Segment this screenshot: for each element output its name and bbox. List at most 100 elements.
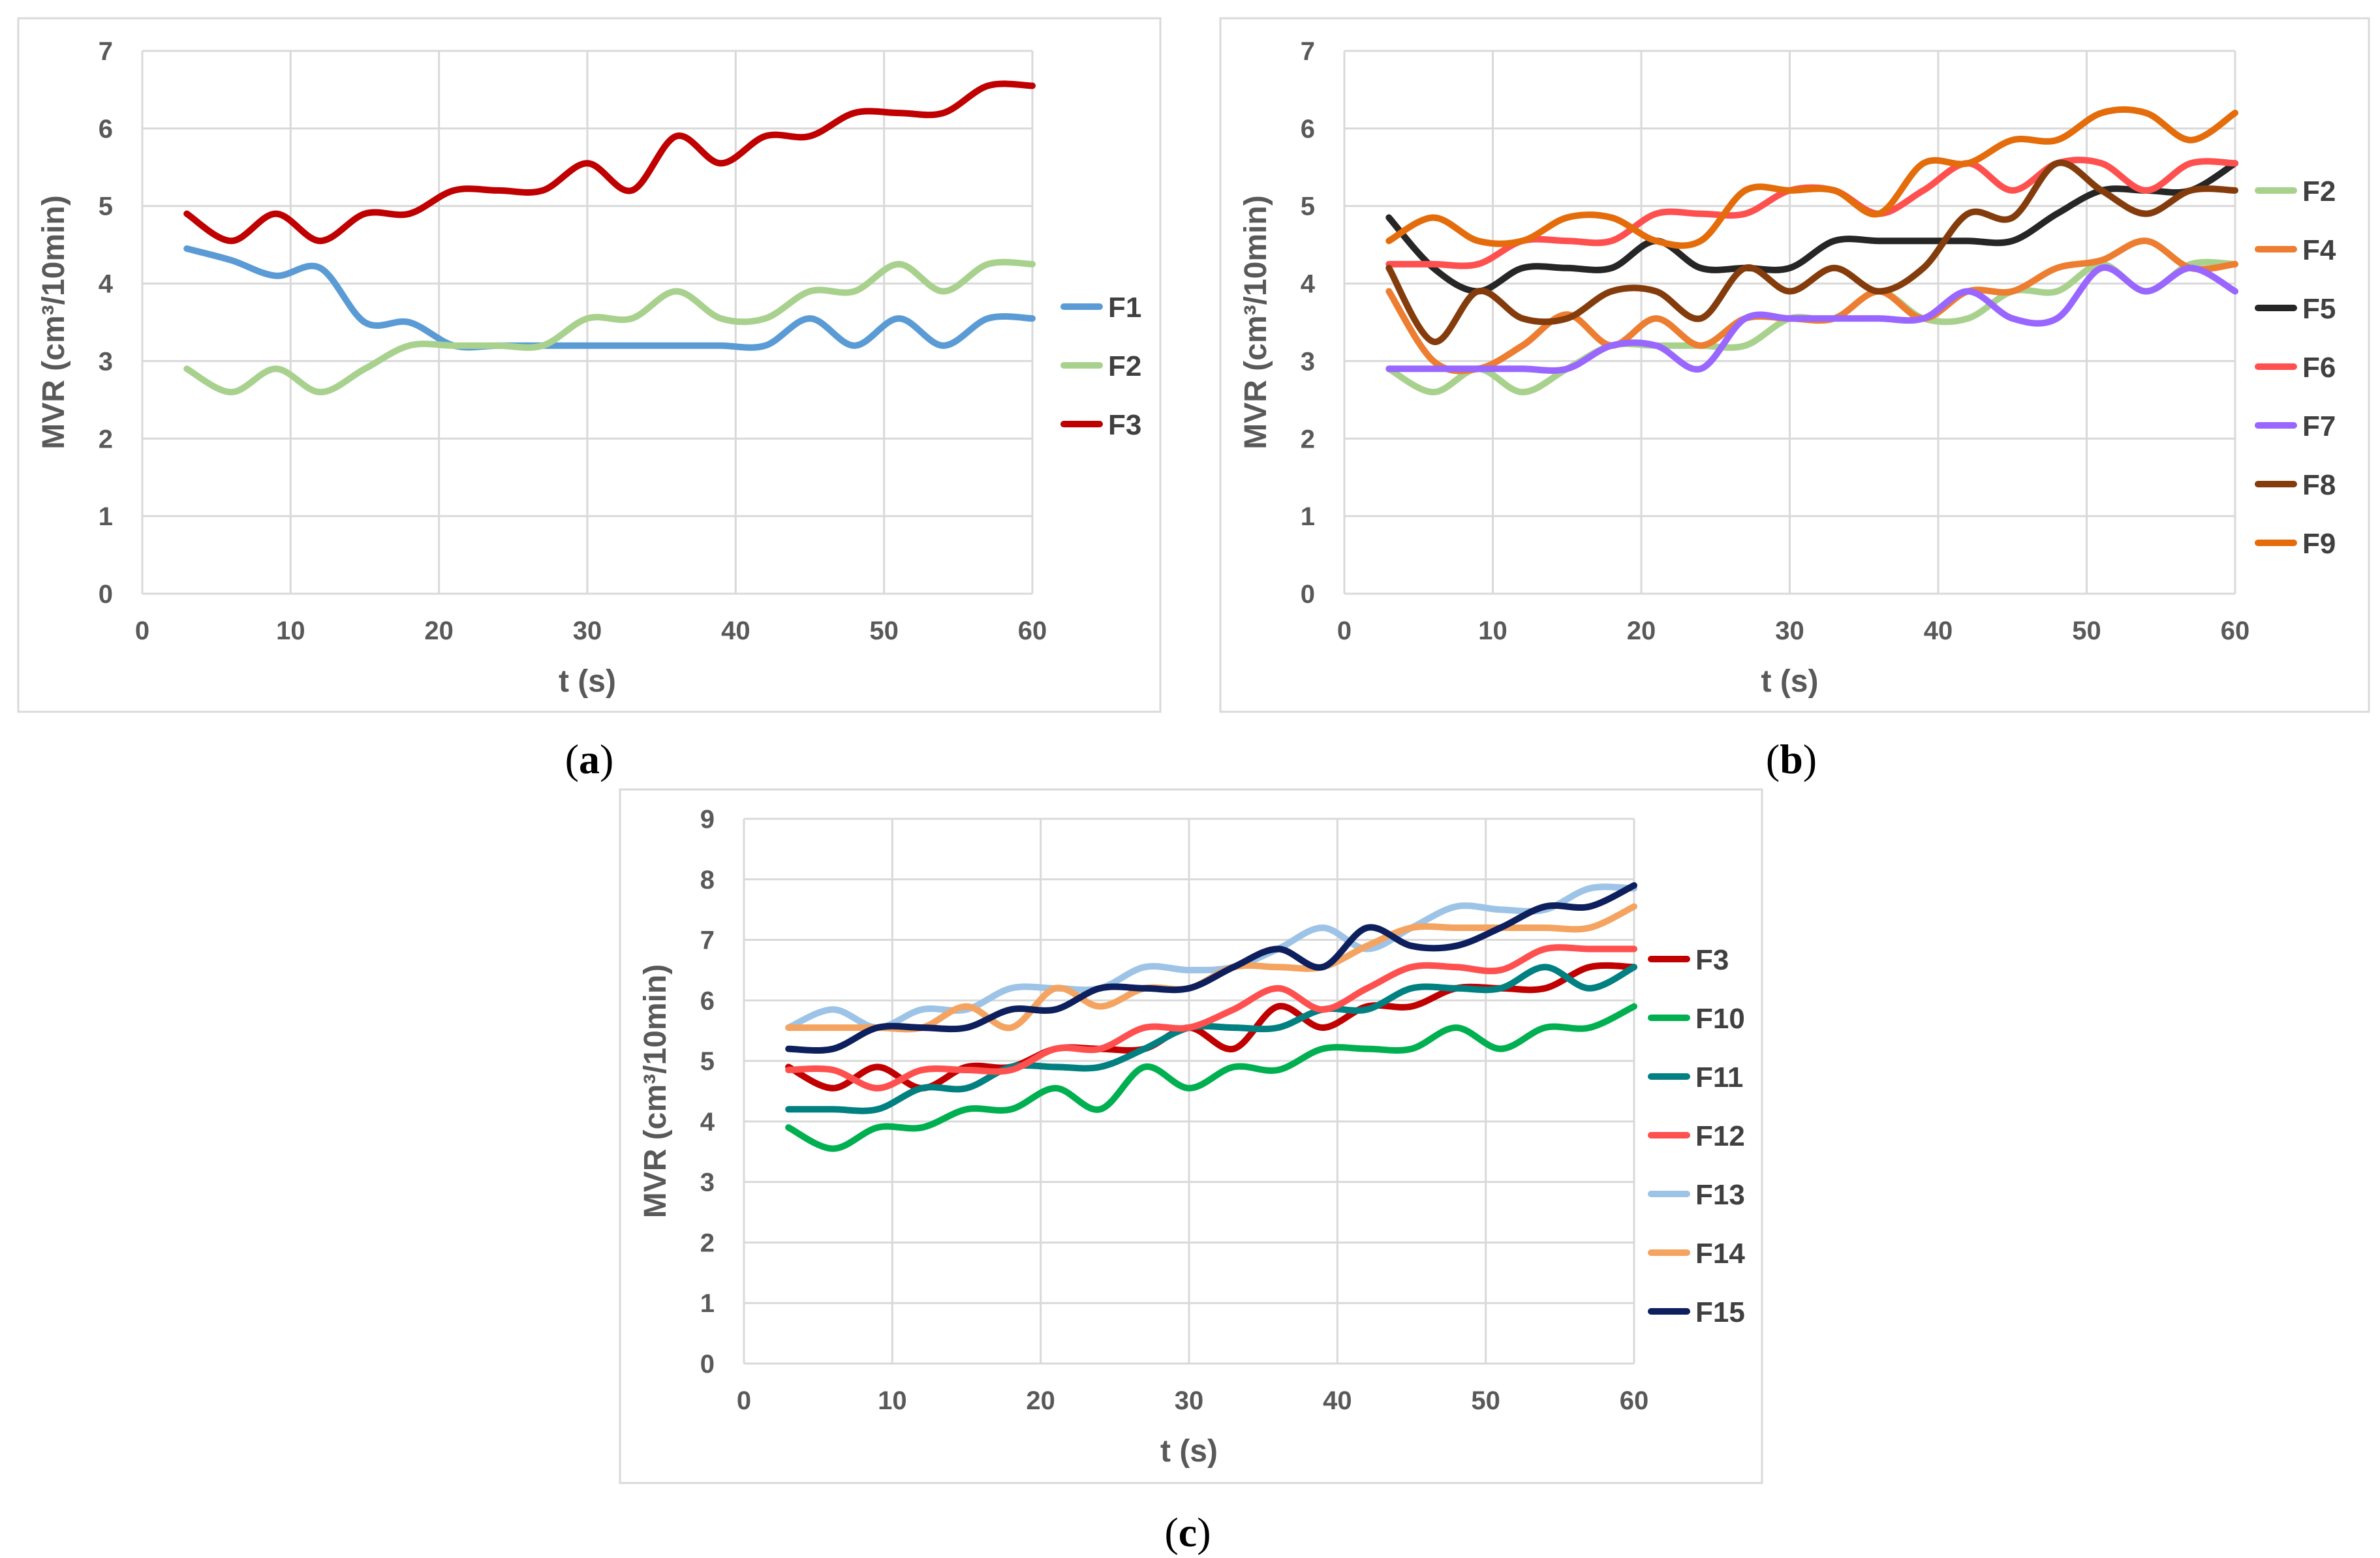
y-tick-label: 3 (1301, 347, 1315, 376)
series-line-f1 (183, 245, 1036, 351)
series-line-f10 (785, 1003, 1637, 1152)
legend-item-f13: F13 (1648, 1179, 1745, 1211)
chart-frame (1219, 17, 2370, 713)
x-tick-label: 0 (135, 617, 149, 645)
x-tick-label: 60 (1620, 1386, 1649, 1415)
series-line-f3 (183, 80, 1036, 245)
x-axis-title: t (s) (1160, 1434, 1218, 1469)
legend-label: F2 (1108, 350, 1141, 382)
y-tick-label: 2 (700, 1229, 715, 1257)
caption-letter: c (1179, 1509, 1197, 1555)
legend-label: F13 (1695, 1179, 1745, 1211)
y-tick-label: 7 (99, 37, 113, 66)
chart-panel-b: 0 10 20 30 40 50 60 0 1 2 3 4 5 6 7 t (s) MVR (cm³/10min… (1219, 17, 2370, 782)
x-tick-label: 10 (1478, 617, 1507, 645)
legend-item-f6: F6 (2255, 352, 2336, 384)
caption-open-paren: ( (1766, 736, 1780, 782)
legend-label: F11 (1695, 1062, 1743, 1093)
legend-item-f4: F4 (2255, 234, 2336, 266)
legend-label: F2 (2302, 176, 2336, 207)
y-tick-label: 7 (1301, 37, 1315, 66)
y-tick-label: 4 (700, 1108, 715, 1137)
x-tick-label: 30 (1775, 617, 1804, 645)
caption-close-paren: ) (1803, 736, 1817, 782)
caption-close-paren: ) (1197, 1509, 1211, 1555)
chart-panel-a: 0 10 20 30 40 50 60 0 1 2 3 4 5 6 7 t (s) MVR (cm³/10min… (17, 17, 1162, 782)
x-tick-label: 60 (2221, 617, 2250, 645)
legend-item-f7: F7 (2255, 410, 2336, 442)
y-tick-label: 4 (1301, 270, 1316, 299)
x-tick-label: 60 (1018, 617, 1047, 645)
legend-label: F8 (2302, 469, 2336, 501)
legend-item-f2: F2 (2255, 176, 2336, 207)
y-axis-title: MVR (cm³/10min) (37, 195, 71, 449)
legend-label: F6 (2302, 352, 2336, 384)
legend-item-f2: F2 (1060, 350, 1141, 382)
x-tick-label: 20 (1026, 1386, 1055, 1415)
legend-item-f5: F5 (2255, 293, 2336, 325)
x-tick-label: 20 (424, 617, 454, 645)
y-tick-label: 6 (1301, 115, 1315, 144)
legend-item-f9: F9 (2255, 528, 2336, 560)
y-tick-label: 5 (700, 1047, 715, 1076)
y-tick-label: 1 (700, 1289, 715, 1318)
x-tick-label: 50 (1471, 1386, 1500, 1415)
legend-label: F3 (1108, 409, 1141, 441)
series-line-f7 (1385, 264, 2238, 374)
legend-label: F15 (1695, 1296, 1745, 1328)
legend-label: F1 (1108, 292, 1141, 324)
legend-item-f10: F10 (1648, 1003, 1745, 1035)
y-tick-label: 1 (1301, 502, 1315, 531)
series-line-f13 (785, 883, 1637, 1031)
series-line-f2 (183, 258, 1036, 395)
x-tick-label: 10 (276, 617, 305, 645)
series-line-f11 (785, 964, 1637, 1114)
chart-frame (17, 17, 1162, 713)
y-tick-label: 6 (700, 986, 715, 1015)
y-tick-label: 6 (99, 115, 113, 144)
x-tick-label: 30 (573, 617, 602, 645)
legend-label: F4 (2302, 234, 2336, 266)
series-line-f12 (785, 944, 1637, 1092)
legend-label: F5 (2302, 293, 2336, 325)
x-tick-label: 40 (1924, 617, 1953, 645)
y-tick-label: 2 (99, 425, 113, 453)
chart-panel-c: 0 10 20 30 40 50 60 0 1 2 3 4 5 6 7 8 9 t (s) MVR (cm³/10m… (619, 788, 1763, 1555)
caption-letter: a (579, 736, 600, 782)
y-tick-label: 5 (99, 192, 113, 221)
caption-open-paren: ( (565, 736, 579, 782)
legend-label: F7 (2302, 410, 2336, 442)
legend-label: F9 (2302, 528, 2336, 560)
y-axis-title: MVR (cm³/10min) (1239, 195, 1273, 449)
y-tick-label: 0 (700, 1350, 715, 1379)
legend-label: F10 (1695, 1003, 1745, 1035)
x-tick-label: 10 (878, 1386, 907, 1415)
y-tick-label: 5 (1301, 192, 1315, 221)
y-tick-label: 3 (99, 347, 113, 376)
y-tick-label: 2 (1301, 425, 1315, 453)
legend-label: F3 (1695, 944, 1729, 976)
x-axis-title: t (s) (1761, 664, 1819, 699)
x-tick-label: 50 (869, 617, 899, 645)
caption-open-paren: ( (1164, 1509, 1178, 1555)
y-tick-label: 1 (99, 502, 113, 531)
legend-item-f11: F11 (1648, 1062, 1743, 1093)
caption-letter: b (1780, 736, 1803, 782)
caption-close-paren: ) (600, 736, 613, 782)
panel-caption: (a) (565, 736, 614, 782)
series-line-f15 (785, 882, 1637, 1054)
y-tick-label: 4 (99, 270, 114, 299)
panel-caption: (c) (1164, 1509, 1211, 1555)
legend-item-f3: F3 (1060, 409, 1141, 441)
legend-item-f8: F8 (2255, 469, 2336, 501)
x-axis-title: t (s) (559, 664, 616, 699)
chart-frame (619, 788, 1763, 1484)
series-line-f8 (1385, 159, 2238, 345)
legend-label: F12 (1695, 1120, 1745, 1152)
y-tick-label: 7 (700, 926, 715, 955)
x-tick-label: 40 (1323, 1386, 1352, 1415)
y-tick-label: 0 (99, 580, 113, 609)
x-tick-label: 0 (737, 1386, 751, 1415)
y-tick-label: 8 (700, 866, 715, 894)
